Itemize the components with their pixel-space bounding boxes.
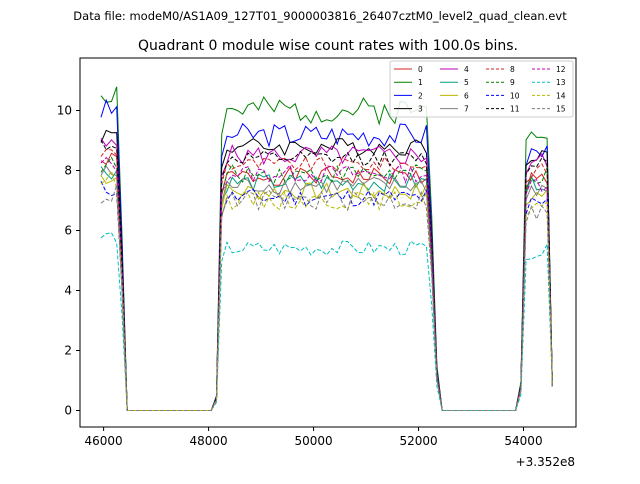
legend-label-1: 1 <box>418 78 423 87</box>
legend-label-13: 13 <box>556 78 566 87</box>
legend-label-5: 5 <box>464 78 469 87</box>
series-line-15 <box>100 184 553 411</box>
legend-frame <box>389 60 574 118</box>
series-line-4 <box>100 138 553 411</box>
series-line-8 <box>100 148 553 411</box>
x-tick-label: 50000 <box>294 434 332 448</box>
y-tick-label: 4 <box>64 284 72 298</box>
legend-label-0: 0 <box>418 65 423 74</box>
y-tick-label: 6 <box>64 224 72 238</box>
legend-label-11: 11 <box>510 105 520 114</box>
y-tick-label: 10 <box>57 104 72 118</box>
y-tick-label: 8 <box>64 164 72 178</box>
legend-label-12: 12 <box>556 65 566 74</box>
series-layer <box>100 86 553 411</box>
series-line-13 <box>100 232 553 411</box>
legend-label-8: 8 <box>510 65 515 74</box>
legend-label-2: 2 <box>418 91 423 100</box>
legend-label-6: 6 <box>464 91 469 100</box>
legend-label-9: 9 <box>510 78 515 87</box>
legend-label-14: 14 <box>556 91 566 100</box>
legend-label-4: 4 <box>464 65 469 74</box>
chart-suptitle: Data file: modeM0/AS1A09_127T01_90000038… <box>73 9 567 23</box>
x-offset-label: +3.352e8 <box>516 455 575 469</box>
series-line-6 <box>100 175 553 411</box>
x-tick-label: 46000 <box>85 434 123 448</box>
legend-label-15: 15 <box>556 105 566 114</box>
series-line-3 <box>100 129 553 411</box>
y-tick-label: 0 <box>64 404 72 418</box>
y-tick-label: 2 <box>64 344 72 358</box>
x-tick-label: 54000 <box>504 434 542 448</box>
x-tick-label: 48000 <box>189 434 227 448</box>
chart-title: Quadrant 0 module wise count rates with … <box>138 38 518 54</box>
series-line-11 <box>100 139 553 411</box>
series-line-10 <box>100 180 553 411</box>
series-line-14 <box>100 169 553 411</box>
legend-label-3: 3 <box>418 105 423 114</box>
legend-label-7: 7 <box>464 105 469 114</box>
axis-layer: 46000 48000 50000 52000 54000 0 2 4 6 8 10 <box>57 104 543 449</box>
x-tick-label: 52000 <box>399 434 437 448</box>
series-line-1 <box>100 86 553 411</box>
legend-label-10: 10 <box>510 91 520 100</box>
plot-area <box>79 57 577 428</box>
